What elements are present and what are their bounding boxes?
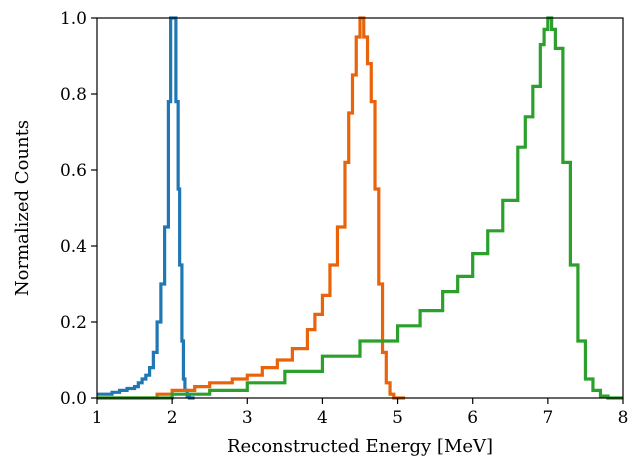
y-axis-ticks: 0.0 0.2 0.4 0.6 0.8 1.0 [60,9,97,409]
x-tick-label: 3 [242,408,253,428]
y-tick-label: 0.6 [60,161,87,181]
x-tick-label: 7 [542,408,553,428]
y-tick-label: 1.0 [60,9,87,29]
y-tick-label: 0.0 [60,389,87,409]
x-axis-label: Reconstructed Energy [MeV] [227,436,493,457]
x-tick-label: 5 [392,408,403,428]
series-3-line [97,16,623,400]
y-axis-label: Normalized Counts [12,120,33,296]
plot-frame [96,17,624,399]
y-tick-label: 0.8 [60,85,87,105]
x-tick-label: 8 [618,408,629,428]
series-2-line [97,16,406,400]
x-tick-label: 4 [317,408,328,428]
y-tick-label: 0.2 [60,313,87,333]
x-tick-label: 6 [467,408,478,428]
x-tick-label: 1 [92,408,103,428]
plot-area: 1 2 3 4 5 6 7 8 0.0 0.2 0.4 0.6 0.8 1.0 [60,9,628,428]
x-axis-ticks: 1 2 3 4 5 6 7 8 [92,398,629,428]
y-tick-label: 0.4 [60,237,87,257]
x-tick-label: 2 [167,408,178,428]
series-layer [97,16,623,400]
series-1-line [97,16,195,400]
